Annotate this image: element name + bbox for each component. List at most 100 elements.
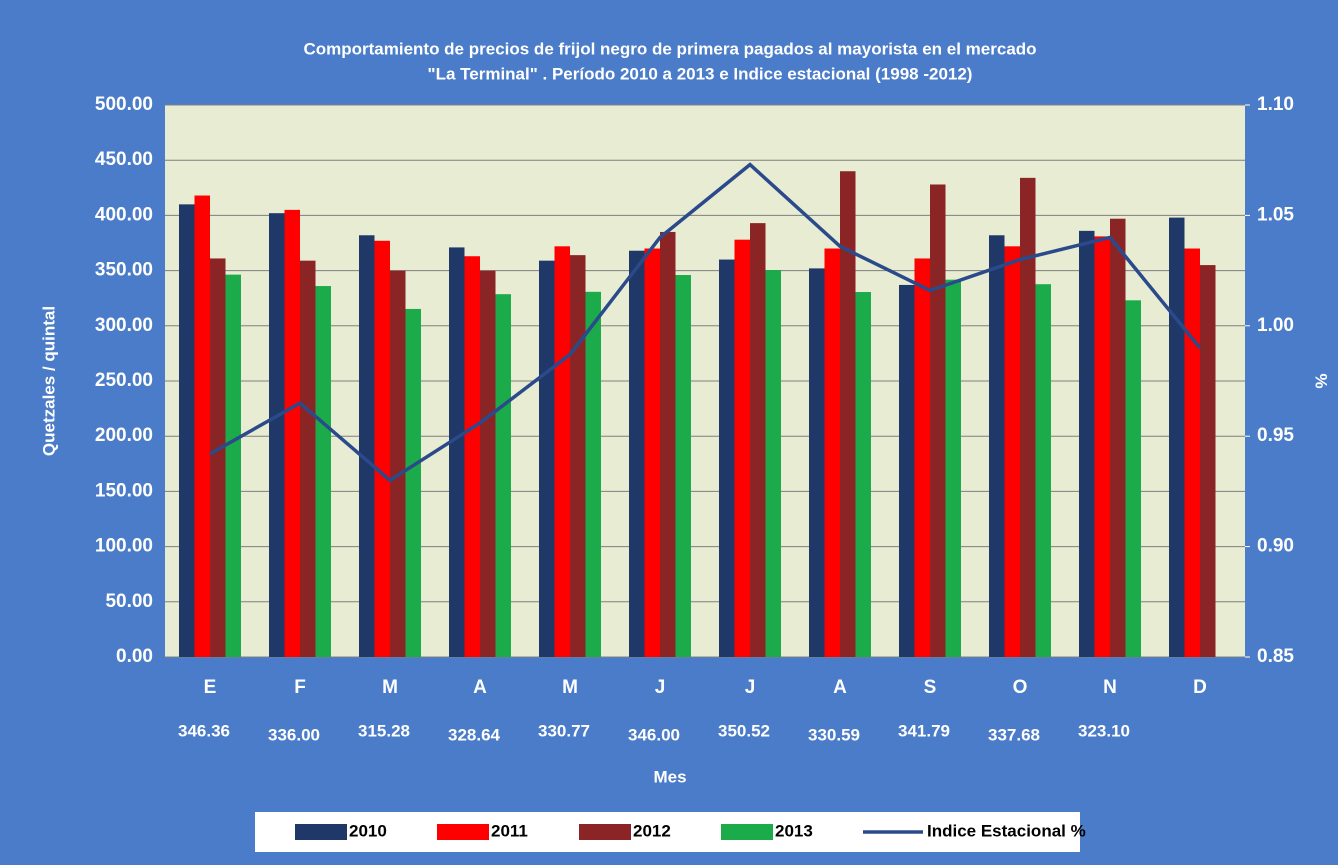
y-tick-label: 350.00 <box>95 260 153 281</box>
bar <box>914 258 930 657</box>
bar <box>1200 265 1216 657</box>
legend-label: 2013 <box>775 821 813 840</box>
x-tick-label: J <box>655 677 666 698</box>
bar <box>855 292 871 657</box>
bar <box>359 235 375 657</box>
legend-swatch <box>437 824 489 840</box>
line <box>209 162 1202 483</box>
bar <box>374 240 390 658</box>
bar <box>449 247 465 657</box>
y-tick-label: 150.00 <box>95 480 153 501</box>
y2-tick-label: 0.90 <box>1257 536 1294 557</box>
bar <box>210 258 226 657</box>
y2-tick-label: 1.05 <box>1257 204 1294 225</box>
bar <box>1169 217 1185 657</box>
legend-label: 2011 <box>491 821 528 840</box>
value-label: 330.77 <box>538 721 590 740</box>
bar <box>554 246 570 657</box>
bar <box>899 284 915 657</box>
bar <box>300 260 316 657</box>
x-tick-label: S <box>924 677 937 698</box>
bar <box>644 248 660 657</box>
bar <box>660 231 676 657</box>
legend-swatch <box>295 824 347 840</box>
x-axis-label: Mes <box>653 767 686 786</box>
bar <box>390 270 406 657</box>
value-label: 315.28 <box>358 721 410 740</box>
bar <box>1125 300 1141 657</box>
bar <box>1035 284 1051 657</box>
bar <box>765 270 781 657</box>
bar <box>1094 236 1110 657</box>
value-label: 328.64 <box>448 725 501 744</box>
y-tick-label: 400.00 <box>95 204 153 225</box>
bar <box>495 294 511 657</box>
x-tick-label: F <box>294 677 306 698</box>
bar <box>405 308 421 657</box>
bar <box>315 286 331 657</box>
bar <box>1184 248 1200 657</box>
value-label: 346.00 <box>628 725 680 744</box>
bar <box>750 223 766 658</box>
bar <box>464 256 480 657</box>
bar <box>284 209 300 657</box>
y-tick-label: 500.00 <box>95 94 153 115</box>
x-tick-label: E <box>204 677 217 698</box>
bar <box>675 275 691 657</box>
bar <box>629 250 645 657</box>
bar <box>840 171 856 658</box>
value-label: 337.68 <box>988 725 1040 744</box>
legend-label: Indice Estacional % <box>927 821 1086 840</box>
bar <box>480 270 496 657</box>
bar <box>1004 246 1020 657</box>
x-tick-label: N <box>1103 677 1117 698</box>
x-tick-label: M <box>562 677 578 698</box>
value-label: 350.52 <box>718 721 770 740</box>
x-tick-label: M <box>382 677 398 698</box>
bar <box>930 184 946 657</box>
x-tick-label: J <box>745 677 756 698</box>
bar <box>570 255 586 658</box>
legend-swatch <box>579 824 631 840</box>
x-tick-label: A <box>833 677 847 698</box>
value-label: 346.36 <box>178 721 230 740</box>
y-tick-label: 100.00 <box>95 536 153 557</box>
bar <box>269 213 285 657</box>
bar <box>824 248 840 657</box>
bar <box>1079 230 1095 657</box>
y-tick-label: 250.00 <box>95 370 153 391</box>
bar <box>225 274 241 657</box>
y2-axis-label: % <box>1312 373 1331 388</box>
y2-tick-label: 1.10 <box>1257 94 1294 115</box>
bar <box>194 195 210 657</box>
x-tick-label: A <box>473 677 487 698</box>
bar <box>539 260 555 657</box>
value-label: 323.10 <box>1078 721 1130 740</box>
value-label: 330.59 <box>808 725 860 744</box>
y-axis-label: Quetzales / quintal <box>39 306 58 456</box>
bar <box>179 204 195 658</box>
y-tick-label: 50.00 <box>105 591 153 612</box>
bar <box>719 259 735 657</box>
bar <box>1110 218 1126 657</box>
y-tick-label: 0.00 <box>116 646 153 667</box>
y-tick-label: 450.00 <box>95 149 153 170</box>
legend-label: 2012 <box>633 821 671 840</box>
legend <box>255 812 1080 852</box>
bar <box>809 268 825 657</box>
x-tick-label: O <box>1013 677 1028 698</box>
chart-title: "La Terminal" . Período 2010 a 2013 e In… <box>428 64 973 83</box>
legend-swatch <box>721 824 773 840</box>
legend-label: 2010 <box>349 821 387 840</box>
chart-title: Comportamiento de precios de frijol negr… <box>303 39 1036 58</box>
x-tick-label: D <box>1193 677 1207 698</box>
bar <box>945 279 961 657</box>
y2-tick-label: 0.95 <box>1257 425 1294 446</box>
y2-tick-label: 1.00 <box>1257 315 1294 336</box>
bar <box>989 235 1005 657</box>
y-tick-label: 300.00 <box>95 315 153 336</box>
y-tick-label: 200.00 <box>95 425 153 446</box>
bar <box>585 291 601 657</box>
